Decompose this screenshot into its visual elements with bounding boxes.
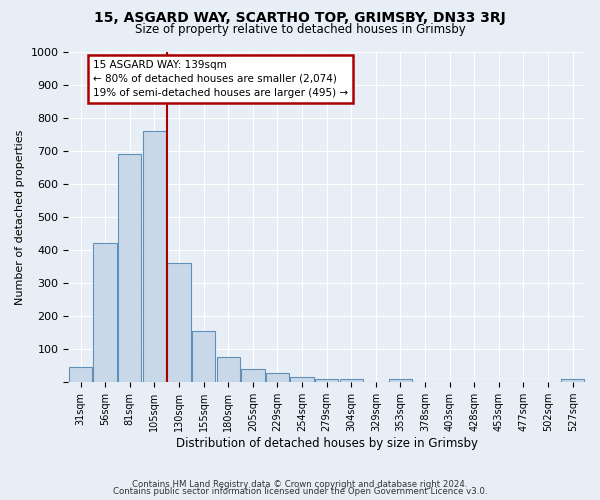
Text: Size of property relative to detached houses in Grimsby: Size of property relative to detached ho…: [134, 22, 466, 36]
Bar: [167, 263, 191, 382]
Bar: [315, 379, 338, 382]
Bar: [290, 376, 314, 382]
Bar: [561, 379, 584, 382]
X-axis label: Distribution of detached houses by size in Grimsby: Distribution of detached houses by size …: [176, 437, 478, 450]
Y-axis label: Number of detached properties: Number of detached properties: [15, 129, 25, 304]
Bar: [192, 331, 215, 382]
Bar: [118, 154, 142, 382]
Text: Contains HM Land Registry data © Crown copyright and database right 2024.: Contains HM Land Registry data © Crown c…: [132, 480, 468, 489]
Bar: [217, 358, 240, 382]
Bar: [143, 131, 166, 382]
Text: 15, ASGARD WAY, SCARTHO TOP, GRIMSBY, DN33 3RJ: 15, ASGARD WAY, SCARTHO TOP, GRIMSBY, DN…: [94, 11, 506, 25]
Text: 15 ASGARD WAY: 139sqm
← 80% of detached houses are smaller (2,074)
19% of semi-d: 15 ASGARD WAY: 139sqm ← 80% of detached …: [93, 60, 348, 98]
Bar: [69, 366, 92, 382]
Text: Contains public sector information licensed under the Open Government Licence v3: Contains public sector information licen…: [113, 487, 487, 496]
Bar: [389, 379, 412, 382]
Bar: [94, 244, 117, 382]
Bar: [340, 379, 363, 382]
Bar: [266, 374, 289, 382]
Bar: [241, 369, 265, 382]
